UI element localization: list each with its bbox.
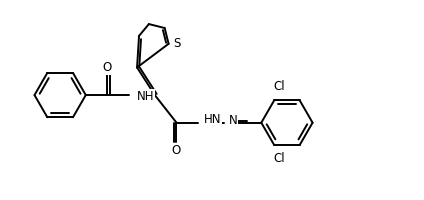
Text: NH: NH [137,90,155,103]
Text: Cl: Cl [273,152,285,165]
Text: S: S [173,37,180,50]
Text: O: O [172,144,181,157]
Text: Cl: Cl [273,80,285,93]
Text: HN: HN [204,113,222,126]
Text: N: N [229,114,237,127]
Text: O: O [103,61,112,74]
